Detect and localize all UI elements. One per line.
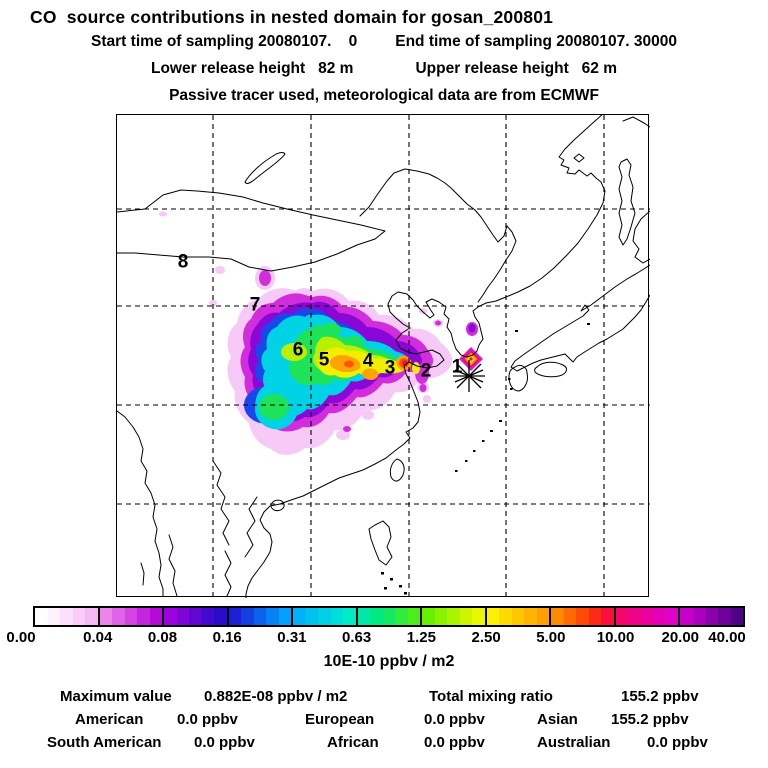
total-mixing-label: Total mixing ratio (429, 688, 553, 705)
plume-contours (159, 211, 483, 455)
colorbar-segment-5 (355, 608, 421, 625)
map-canvas (117, 115, 650, 598)
colorbar-tick-10.00: 10.00 (596, 629, 635, 646)
colorbar-tick-0.08: 0.08 (147, 629, 178, 646)
trajectory-point-label-7: 7 (249, 294, 261, 316)
colorbar-tick-0.00: 0.00 (6, 629, 36, 646)
contrib-african-label: African (327, 734, 379, 751)
colorbar-tick-0.16: 0.16 (212, 629, 242, 646)
colorbar-tick-5.00: 5.00 (536, 629, 566, 646)
gosan-hotspot (459, 347, 483, 371)
tracer-info-line: Passive tracer used, meteorological data… (0, 87, 768, 105)
start-time-text: Start time of sampling 20080107. 0 (91, 33, 358, 50)
contrib-asian-label: Asian (537, 711, 578, 728)
trajectory-point-label-1: 1 (451, 356, 463, 378)
colorbar-tick-20.00: 20.00 (661, 629, 700, 646)
release-heights-line: Lower release height 82 m Upper release … (0, 60, 768, 78)
page-title: CO source contributions in nested domain… (30, 7, 554, 27)
tracer-text: Passive tracer used, meteorological data… (169, 87, 599, 104)
colorbar-segment-9 (613, 608, 679, 625)
colorbar-segment-10 (678, 608, 744, 625)
colorbar (33, 606, 745, 627)
colorbar-segment-0 (35, 608, 98, 625)
trajectory-point-label-6: 6 (292, 339, 304, 361)
trajectory-point-label-4: 4 (362, 350, 374, 372)
colorbar-segment-4 (291, 608, 356, 625)
upper-release-text: Upper release height 62 m (415, 60, 618, 77)
colorbar-units-label: 10E-10 ppbv / m2 (323, 653, 455, 670)
colorbar-segment-3 (226, 608, 292, 625)
sampling-times-line: Start time of sampling 20080107. 0 End t… (0, 33, 768, 51)
coastlines (117, 115, 650, 598)
contrib-australian-label: Australian (537, 734, 611, 751)
island-dots (381, 323, 590, 595)
max-value: 0.882E-08 ppbv / m2 (204, 688, 348, 705)
total-mixing-value: 155.2 ppbv (621, 688, 699, 705)
colorbar-tick-0.04: 0.04 (83, 629, 113, 646)
contrib-australian-value: 0.0 ppbv (647, 734, 708, 751)
contrib-samerican-label: South American (47, 734, 162, 751)
colorbar-segment-1 (97, 608, 163, 625)
colorbar-tick-2.50: 2.50 (471, 629, 501, 646)
contrib-samerican-value: 0.0 ppbv (194, 734, 255, 751)
colorbar-segment-7 (484, 608, 550, 625)
contrib-american-value: 0.0 ppbv (177, 711, 238, 728)
receptor-star-marker (453, 360, 485, 392)
contrib-european-label: European (305, 711, 375, 728)
contrib-european-value: 0.0 ppbv (424, 711, 485, 728)
trajectory-point-label-8: 8 (177, 251, 189, 273)
colorbar-segment-8 (549, 608, 614, 625)
contrib-asian-value: 155.2 ppbv (611, 711, 689, 728)
colorbar-tick-0.31: 0.31 (277, 629, 307, 646)
lower-release-text: Lower release height 82 m (150, 60, 354, 77)
colorbar-segment-6 (420, 608, 485, 625)
trajectory-point-label-5: 5 (318, 349, 330, 371)
contrib-american-label: American (75, 711, 144, 728)
end-time-text: End time of sampling 20080107. 30000 (395, 33, 677, 50)
max-value-label: Maximum value (60, 688, 172, 705)
colorbar-tick-40.00: 40.00 (708, 629, 746, 646)
trajectory-point-label-3: 3 (384, 357, 396, 379)
contrib-african-value: 0.0 ppbv (424, 734, 485, 751)
graticule-gridlines (117, 115, 650, 598)
colorbar-segment-2 (162, 608, 227, 625)
trajectory-point-label-2: 2 (420, 360, 432, 382)
colorbar-tick-0.63: 0.63 (342, 629, 372, 646)
colorbar-tick-1.25: 1.25 (406, 629, 436, 646)
